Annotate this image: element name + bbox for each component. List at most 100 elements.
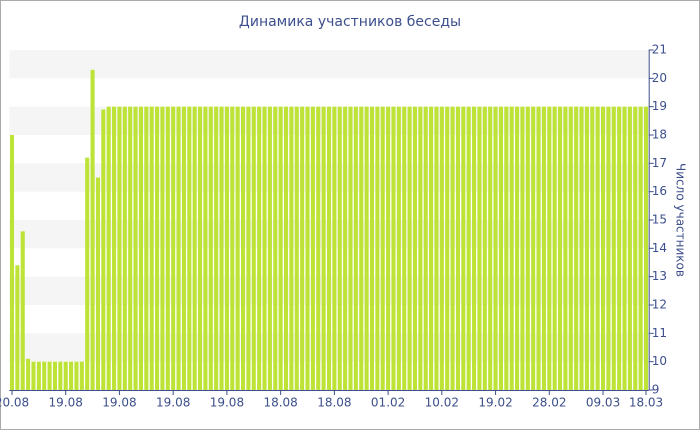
x-tick-label: 28.02 [532, 396, 566, 410]
bar [128, 106, 133, 391]
bar [439, 106, 444, 391]
bar [509, 106, 514, 391]
bar [547, 106, 552, 391]
bar [434, 106, 439, 391]
bar [590, 106, 595, 391]
bar [429, 106, 434, 391]
bar [278, 106, 283, 391]
bar [568, 106, 573, 391]
x-tick-label: 19.08 [102, 396, 136, 410]
bar [112, 106, 117, 391]
bar [79, 361, 84, 390]
bar [257, 106, 262, 391]
bar [133, 106, 138, 391]
bar [498, 106, 503, 391]
bar [15, 265, 20, 390]
x-tick-label: 19.08 [49, 396, 83, 410]
bar [9, 135, 15, 390]
bar [536, 106, 541, 391]
bar [369, 106, 375, 391]
bar [160, 106, 165, 391]
x-tick-label: 18.08 [317, 396, 351, 410]
y-tick-label: 18 [652, 128, 667, 142]
x-tick-label: 09.03 [586, 396, 620, 410]
y-tick-label: 13 [652, 269, 667, 283]
bar [198, 106, 203, 391]
y-tick-label: 21 [652, 43, 667, 57]
bar [316, 106, 321, 391]
bar [95, 177, 100, 390]
bar [235, 106, 240, 391]
bar [412, 106, 418, 391]
bar [493, 106, 498, 391]
bar [617, 106, 622, 391]
bar [418, 106, 423, 391]
bar [380, 106, 385, 391]
bar [386, 106, 391, 391]
grid-band [9, 50, 649, 79]
bar [187, 106, 192, 391]
bar [552, 106, 557, 391]
y-tick-label: 12 [652, 298, 667, 312]
bar [138, 106, 143, 391]
bar [482, 106, 487, 391]
x-tick-label: 01.02 [371, 396, 405, 410]
x-tick-label: 18.03 [629, 396, 663, 410]
bar [165, 106, 170, 391]
bar [472, 106, 477, 391]
bar [300, 106, 305, 391]
bar [643, 106, 649, 391]
bar [595, 106, 600, 391]
bar [208, 106, 213, 391]
bar [310, 106, 315, 391]
bar [488, 106, 493, 391]
bar [622, 106, 627, 391]
bar [359, 106, 364, 391]
x-tick-label: 19.02 [478, 396, 512, 410]
bar [396, 106, 401, 391]
y-tick-label: 19 [652, 99, 667, 113]
bar [262, 106, 267, 391]
bar [364, 106, 369, 391]
bar [450, 106, 455, 391]
bar [606, 106, 611, 391]
bar [574, 106, 579, 391]
x-tick-label: 18.08 [263, 396, 297, 410]
bar [289, 106, 294, 391]
bar [337, 106, 342, 391]
x-tick-label: 20.08 [0, 396, 29, 410]
bar [181, 106, 186, 391]
bar [531, 106, 536, 391]
bar [515, 106, 520, 391]
x-tick-label: 19.08 [156, 396, 190, 410]
bar [240, 106, 246, 391]
bar [219, 106, 224, 391]
bar [461, 106, 466, 391]
bar [20, 231, 25, 390]
y-tick-label: 15 [652, 213, 667, 227]
y-tick-label: 10 [652, 354, 667, 368]
bar [52, 361, 58, 390]
chart-title: Динамика участников беседы [239, 14, 461, 30]
bar [101, 109, 106, 390]
bar [251, 106, 256, 391]
bar [42, 361, 47, 390]
bar [122, 106, 127, 391]
bar [466, 106, 471, 391]
bar [343, 106, 348, 391]
bar [348, 106, 353, 391]
bar [504, 106, 509, 391]
bar [31, 361, 36, 390]
bar [563, 106, 568, 391]
bar [155, 106, 160, 391]
bar [305, 106, 310, 391]
bar [47, 361, 52, 390]
bar [90, 69, 95, 390]
bar [144, 106, 149, 391]
bar [267, 106, 272, 391]
bar [558, 106, 563, 391]
bar [74, 361, 79, 390]
bar [445, 106, 450, 391]
bar [520, 106, 525, 391]
